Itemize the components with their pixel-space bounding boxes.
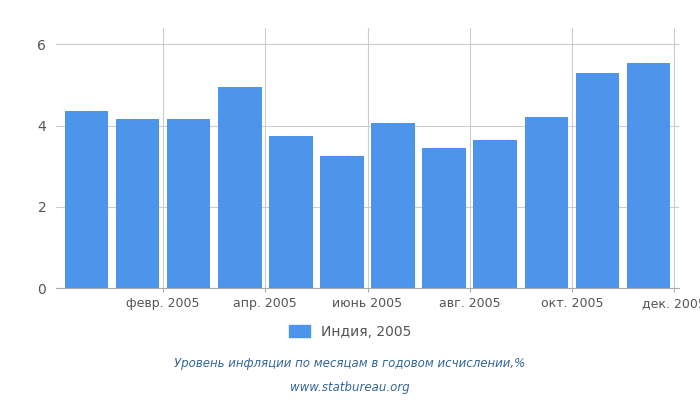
Bar bbox=[626, 62, 670, 288]
Bar bbox=[422, 148, 466, 288]
Bar bbox=[218, 87, 262, 288]
Bar bbox=[321, 156, 364, 288]
Bar bbox=[473, 140, 517, 288]
Bar bbox=[524, 117, 568, 288]
Bar bbox=[116, 120, 160, 288]
Bar bbox=[371, 124, 414, 288]
Bar bbox=[575, 73, 619, 288]
Bar bbox=[270, 136, 313, 288]
Text: www.statbureau.org: www.statbureau.org bbox=[290, 382, 410, 394]
Legend: Индия, 2005: Индия, 2005 bbox=[284, 319, 416, 344]
Bar bbox=[167, 120, 211, 288]
Text: Уровень инфляции по месяцам в годовом исчислении,%: Уровень инфляции по месяцам в годовом ис… bbox=[174, 358, 526, 370]
Bar bbox=[65, 111, 108, 288]
